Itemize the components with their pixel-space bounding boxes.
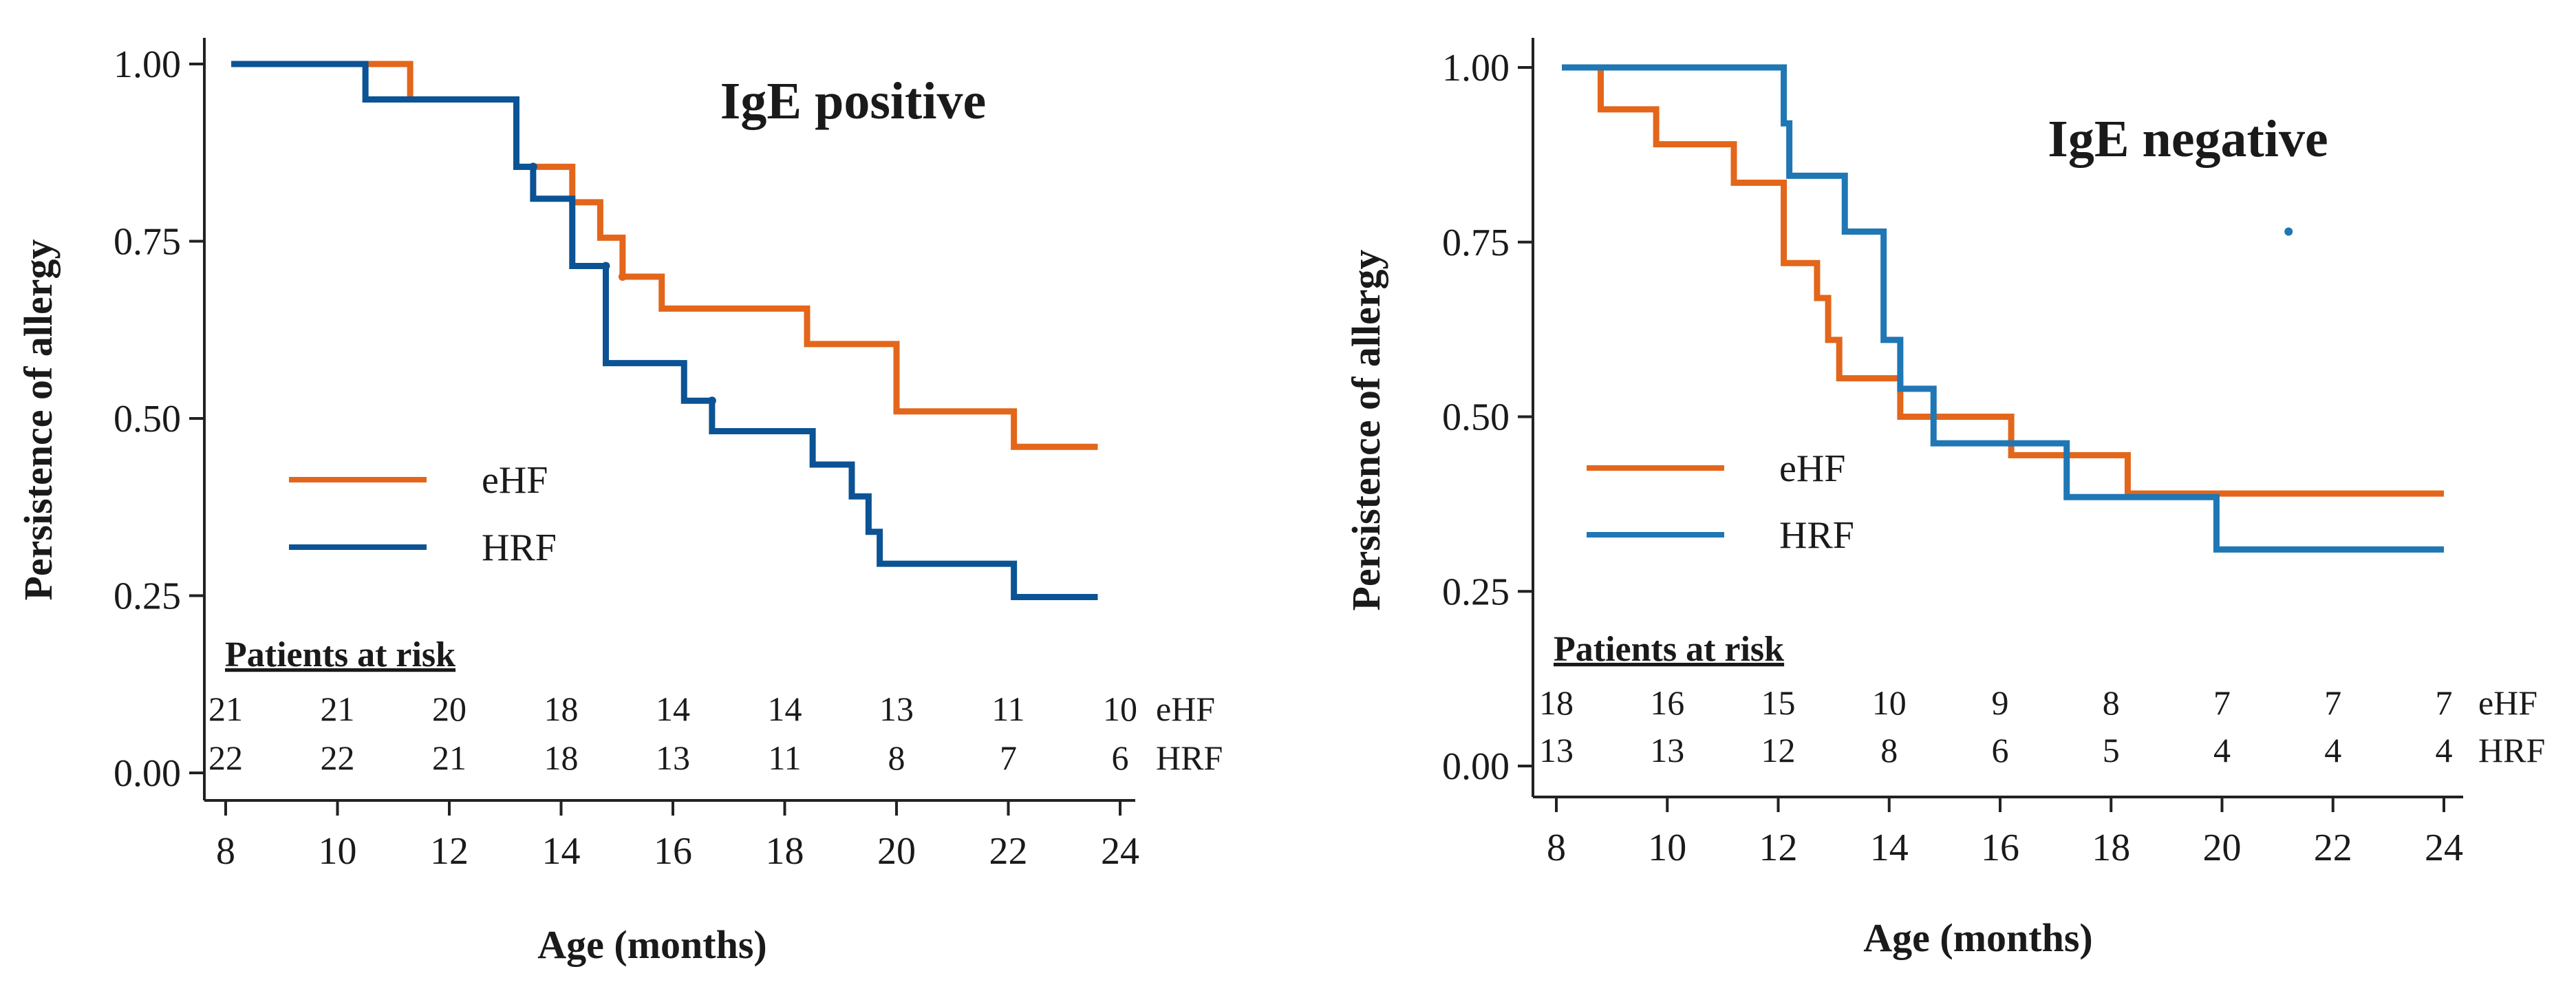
risk-count-hrf: 13 — [1539, 731, 1574, 769]
censor-mark-hrf — [528, 162, 537, 171]
y-tick-label: 0.00 — [114, 752, 181, 795]
risk-count-hrf: 8 — [1880, 731, 1898, 769]
risk-count-ehf: 18 — [544, 690, 579, 728]
y-tick-label: 0.75 — [114, 221, 181, 264]
y-tick-label: 1.00 — [1442, 47, 1510, 89]
risk-count-ehf: 10 — [1872, 683, 1907, 722]
x-tick-label: 20 — [2203, 827, 2242, 869]
x-tick-label: 24 — [1101, 830, 1139, 873]
risk-row-label-hrf: HRF — [1156, 738, 1223, 777]
y-axis-label: Persistence of allergy — [16, 239, 61, 600]
x-tick-label: 8 — [1547, 827, 1566, 869]
risk-count-hrf: 12 — [1761, 731, 1796, 769]
y-tick-label: 0.75 — [1442, 222, 1510, 264]
risk-row-label-ehf: eHF — [1156, 690, 1215, 728]
risk-count-hrf: 7 — [1000, 738, 1017, 777]
x-axis-label: Age (months) — [1863, 915, 2092, 960]
legend-label-ehf: eHF — [1779, 447, 1845, 490]
risk-count-hrf: 13 — [1650, 731, 1684, 769]
risk-count-ehf: 7 — [2213, 683, 2231, 722]
risk-count-ehf: 9 — [1992, 683, 2009, 722]
risk-count-ehf: 21 — [208, 690, 243, 728]
risk-count-ehf: 14 — [768, 690, 802, 728]
x-tick-label: 24 — [2425, 827, 2463, 869]
risk-count-ehf: 11 — [991, 690, 1024, 728]
censor-mark-hrf — [2284, 227, 2293, 236]
risk-count-ehf: 21 — [321, 690, 355, 728]
risk-count-ehf: 14 — [656, 690, 690, 728]
risk-count-ehf: 7 — [2324, 683, 2341, 722]
series-ehf-curve — [1562, 64, 2444, 497]
risk-count-ehf: 13 — [879, 690, 914, 728]
risk-count-ehf: 10 — [1103, 690, 1137, 728]
risk-count-hrf: 18 — [544, 738, 579, 777]
risk-row-label-ehf: eHF — [2478, 683, 2537, 722]
risk-count-hrf: 8 — [888, 738, 905, 777]
x-tick-label: 8 — [216, 830, 235, 873]
risk-count-hrf: 22 — [208, 738, 243, 777]
risk-count-hrf: 13 — [656, 738, 690, 777]
risk-count-ehf: 20 — [432, 690, 466, 728]
x-tick-label: 16 — [654, 830, 692, 873]
risk-count-ehf: 18 — [1539, 683, 1574, 722]
x-tick-label: 22 — [989, 830, 1028, 873]
x-tick-label: 14 — [1870, 827, 1909, 869]
y-tick-label: 1.00 — [114, 43, 181, 86]
risk-count-ehf: 15 — [1761, 683, 1796, 722]
x-tick-label: 12 — [430, 830, 469, 873]
risk-count-hrf: 21 — [432, 738, 466, 777]
risk-count-ehf: 7 — [2436, 683, 2453, 722]
risk-count-ehf: 16 — [1650, 683, 1684, 722]
panel-ige-positive: 0.00 0.25 0.50 0.75 1.00 8 10 12 14 16 18 20 22 24 Age… — [16, 38, 1223, 967]
risk-row-label-hrf: HRF — [2478, 731, 2545, 769]
x-axis-label: Age (months) — [537, 922, 766, 967]
x-tick-label: 16 — [1981, 827, 2019, 869]
x-tick-label: 10 — [319, 830, 357, 873]
risk-table-heading: Patients at risk — [1554, 630, 1784, 669]
y-tick-label: 0.50 — [114, 398, 181, 440]
risk-count-hrf: 11 — [768, 738, 801, 777]
legend-label-hrf: HRF — [482, 527, 557, 569]
series-hrf-curve — [231, 61, 1098, 601]
x-tick-label: 18 — [766, 830, 804, 873]
chart-title: IgE positive — [720, 72, 986, 130]
x-tick-label: 14 — [542, 830, 581, 873]
x-tick-label: 12 — [1759, 827, 1798, 869]
series-hrf-curve — [1562, 64, 2444, 553]
panel-ige-negative: 0.00 0.25 0.50 0.75 1.00 8 10 12 14 16 18 20 22 24 Age… — [1344, 38, 2545, 960]
risk-count-hrf: 4 — [2436, 731, 2453, 769]
risk-table-heading: Patients at risk — [225, 635, 455, 674]
y-tick-label: 0.50 — [1442, 396, 1510, 439]
y-axis-label: Persistence of allergy — [1344, 249, 1388, 610]
risk-count-hrf: 5 — [2103, 731, 2120, 769]
x-tick-label: 10 — [1648, 827, 1686, 869]
censor-mark-hrf — [707, 396, 716, 405]
censor-mark-hrf — [601, 262, 610, 270]
y-tick-label: 0.25 — [114, 575, 181, 618]
legend-label-hrf: HRF — [1779, 514, 1854, 557]
x-tick-label: 20 — [877, 830, 916, 873]
risk-count-hrf: 4 — [2213, 731, 2231, 769]
legend-label-ehf: eHF — [482, 459, 548, 502]
chart-title: IgE negative — [2048, 110, 2328, 168]
x-tick-label: 18 — [2092, 827, 2130, 869]
censor-mark-ehf — [618, 273, 627, 281]
risk-count-hrf: 6 — [1992, 731, 2009, 769]
risk-count-hrf: 4 — [2324, 731, 2341, 769]
risk-count-hrf: 6 — [1112, 738, 1129, 777]
risk-count-ehf: 8 — [2103, 683, 2120, 722]
x-tick-label: 22 — [2314, 827, 2352, 869]
y-tick-label: 0.25 — [1442, 571, 1510, 613]
risk-count-hrf: 22 — [321, 738, 355, 777]
y-tick-label: 0.00 — [1442, 745, 1510, 788]
